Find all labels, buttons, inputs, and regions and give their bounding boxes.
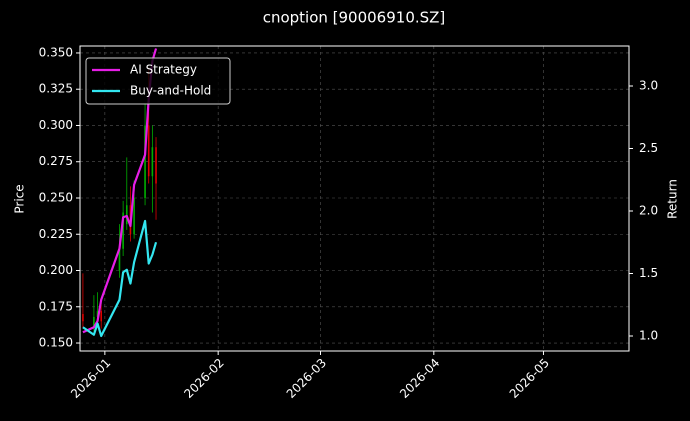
y-tick-label: 0.225: [39, 227, 73, 241]
candle-body: [125, 205, 128, 225]
candle-body: [147, 125, 150, 177]
legend: AI Strategy Buy-and-Hold: [85, 57, 231, 105]
line-series: [82, 219, 158, 338]
y2-tick-label: 1.0: [639, 329, 658, 343]
candle-body: [144, 125, 146, 198]
y2-axis-label: Return: [666, 179, 680, 219]
y-tick-label: 0.325: [39, 82, 73, 96]
candle-body: [96, 311, 99, 317]
candle-body: [100, 311, 102, 322]
y-tick-label: 0.250: [39, 190, 73, 204]
candle-body: [133, 197, 135, 235]
candle-body: [93, 316, 95, 329]
plot-frame: [79, 45, 630, 352]
y2-tick-label: 1.5: [639, 266, 658, 280]
y2-tick-label: 2.0: [639, 204, 658, 218]
y-axis-label: Price: [13, 184, 27, 213]
legend-label: AI Strategy: [130, 63, 197, 77]
candle-body: [155, 147, 157, 184]
candle-body: [82, 314, 84, 322]
legend-box: [85, 57, 231, 105]
y-tick-label: 0.175: [39, 299, 73, 313]
chart-title: cnoption [90006910.SZ]: [263, 9, 446, 27]
candle-body: [122, 212, 124, 249]
y-tick-label: 0.275: [39, 154, 73, 168]
y-tick-label: 0.350: [39, 45, 73, 59]
candle-body: [118, 248, 121, 271]
y-tick-label: 0.150: [39, 336, 73, 350]
legend-label: Buy-and-Hold: [130, 84, 211, 98]
candle-body: [151, 147, 154, 177]
y2-tick-label: 3.0: [639, 79, 658, 93]
y-tick-label: 0.200: [39, 263, 73, 277]
y2-tick-label: 2.5: [639, 141, 658, 155]
y-tick-label: 0.300: [39, 118, 73, 132]
